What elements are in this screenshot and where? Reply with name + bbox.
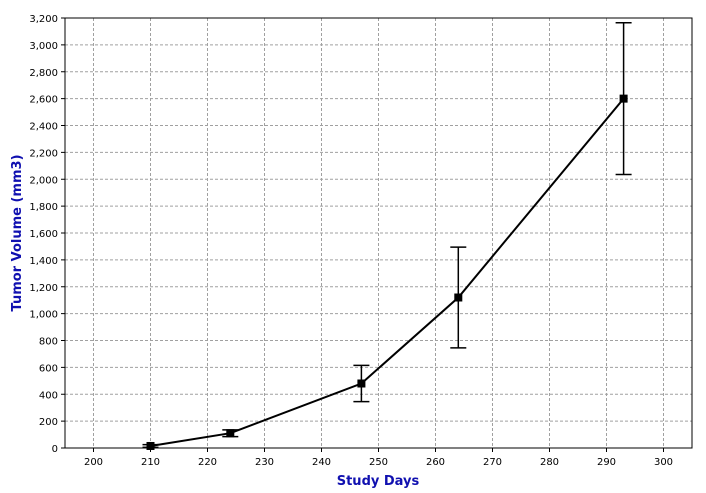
axis-ticks: 0 200 400 600 800 1,000 1,200 1,400 1,600 1,800 2,… [29, 14, 673, 468]
y-tick-label: 1,000 [29, 310, 58, 321]
y-tick-label: 800 [39, 337, 58, 348]
y-tick-label: 200 [39, 417, 58, 428]
y-tick-label: 2,400 [29, 122, 58, 133]
x-tick-label: 300 [654, 457, 673, 468]
y-tick-label: 1,200 [29, 283, 58, 294]
y-tick-label: 2,200 [29, 148, 58, 159]
y-tick-label: 600 [39, 363, 58, 374]
x-axis-title: Study Days [337, 474, 420, 489]
y-tick-label: 3,200 [29, 14, 58, 25]
x-tick-label: 290 [597, 457, 616, 468]
y-tick-label: 0 [52, 444, 58, 455]
x-tick-label: 210 [141, 457, 160, 468]
y-tick-label: 2,600 [29, 95, 58, 106]
series [142, 21, 632, 450]
x-tick-label: 270 [483, 457, 502, 468]
grid [65, 18, 692, 448]
data-point-marker [226, 429, 235, 438]
y-tick-label: 1,800 [29, 202, 58, 213]
y-tick-label: 3,000 [29, 41, 58, 52]
data-point-marker [454, 293, 463, 302]
y-tick-label: 2,000 [29, 175, 58, 186]
x-tick-label: 250 [369, 457, 388, 468]
x-tick-label: 240 [312, 457, 331, 468]
y-tick-label: 1,600 [29, 229, 58, 240]
y-tick-label: 1,400 [29, 256, 58, 267]
data-point-marker [357, 379, 366, 388]
x-tick-label: 230 [255, 457, 274, 468]
y-axis-title: Tumor Volume (mm3) [10, 154, 25, 311]
y-tick-label: 400 [39, 390, 58, 401]
x-tick-label: 220 [198, 457, 217, 468]
x-tick-label: 280 [540, 457, 559, 468]
data-point-marker [619, 94, 628, 103]
y-tick-label: 2,800 [29, 68, 58, 79]
x-tick-label: 260 [426, 457, 445, 468]
x-tick-label: 200 [84, 457, 103, 468]
data-point-marker [146, 441, 155, 450]
